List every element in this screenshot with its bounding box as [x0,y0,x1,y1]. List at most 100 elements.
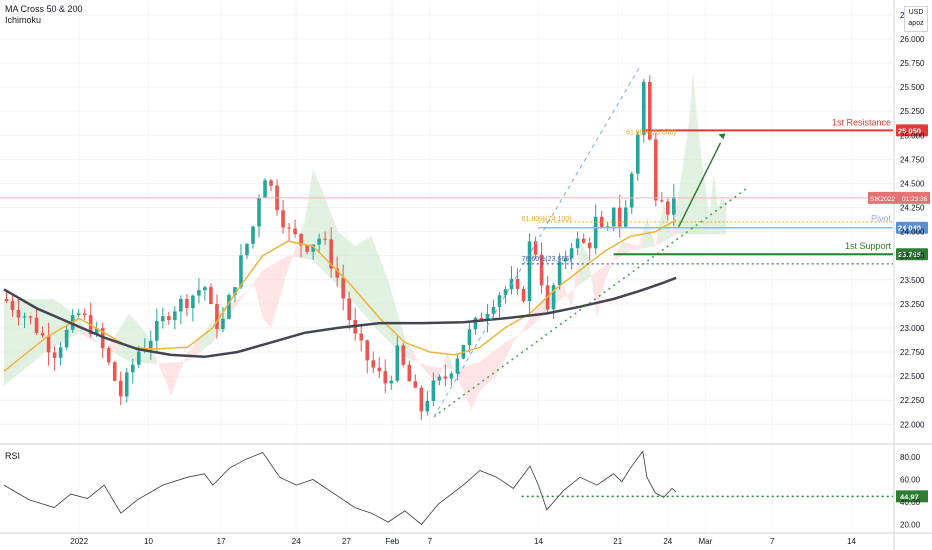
ichimoku-cloud-segment [676,183,681,235]
candle-bullish [155,321,159,341]
candle-bullish [233,287,237,296]
candle-bearish [209,287,213,305]
ichimoku-cloud-segment [575,241,581,288]
ichimoku-cloud-segment [663,202,668,242]
price-tick-label: 25.750 [900,59,925,68]
ichimoku-cloud-segment [488,352,493,384]
ichimoku-cloud-segment [196,337,201,356]
ichimoku-cloud-segment [371,236,376,328]
ichimoku-cloud-segment [555,286,560,304]
ichimoku-cloud-segment [592,271,597,319]
price-tick-label: 23.250 [900,300,925,309]
candle-bearish [82,313,87,316]
rsi-pane: 44.97 [3,450,928,525]
ichimoku-cloud-segment [367,236,372,324]
candle-bullish [161,316,165,322]
time-tick-label: 24 [663,537,672,546]
candle-bullish [239,255,243,288]
candle-bullish [179,298,183,312]
pivot-price-tag-bg [896,221,928,234]
ichimoku-cloud-segment [16,299,21,376]
currency-unit: apoz [908,20,924,27]
ichimoku-cloud-segment [571,274,576,309]
ichimoku-cloud-segment [49,299,55,350]
price-tick-label: 24.250 [900,204,925,213]
fib-projection-line [433,65,641,417]
candle-bearish [281,210,285,228]
time-tick-label: 7 [428,537,433,546]
currency-selector[interactable]: USD apoz [904,6,928,32]
ichimoku-cloud-segment [237,295,242,304]
candle-bearish [347,298,351,320]
ichimoku-cloud-segment [596,268,602,319]
ichimoku-cloud-segment [525,318,531,331]
candle-bullish [203,287,207,291]
candle-bearish [28,316,33,318]
fib-618-upper-label: 61.80%(25.040) [626,129,676,136]
ichimoku-cloud-segment [204,326,209,349]
price-tick-label: 22.750 [900,348,925,357]
candle-bullish [64,329,69,348]
pivot-price-tag: 24.040 [898,224,921,233]
candle-bearish [299,234,303,246]
ichimoku-cloud-segment [496,345,501,377]
ichimoku-cloud-segment [425,364,430,377]
legend-ma-cross[interactable]: MA Cross 50 & 200 [5,4,83,14]
candle-bearish [443,376,448,379]
ichimoku-cloud-segment [20,299,25,373]
candle-bullish [431,380,436,401]
candle-bullish [672,197,676,215]
candle-bullish [311,244,315,252]
candle-bearish [215,304,219,330]
candle-bullish [455,358,460,374]
ichimoku-cloud-segment [701,154,706,235]
ichimoku-cloud-segment [162,362,167,385]
ichimoku-cloud-segment [120,319,126,360]
candle-bearish [305,245,309,252]
rsi-value-tag: 44.97 [900,492,919,501]
rsi-indicator-label[interactable]: RSI [5,451,21,461]
candle-bearish [52,352,57,358]
time-tick-label: 24 [292,537,301,546]
ichimoku-cloud-segment [605,262,610,280]
ichimoku-cloud-segment [630,243,635,251]
candle-bullish [449,373,454,379]
currency-code: USD [908,9,924,16]
ichimoku-cloud-segment [588,255,593,287]
candle-bearish [581,238,586,243]
ichimoku-cloud-segment [12,299,17,380]
projection-arrow-line [678,142,722,228]
candle-bullish [257,198,261,227]
candle-bullish [605,226,610,228]
ichimoku-cloud-segment [500,342,505,368]
ichimoku-cloud-segment [509,337,514,351]
candle-bearish [118,380,123,397]
resistance-price-tag-bg [896,124,928,137]
candle-bearish [16,310,21,318]
candle-bullish [641,81,646,135]
candle-bullish [22,316,27,318]
ichimoku-cloud-segment [521,324,526,333]
candle-bearish [329,239,333,269]
ichimoku-cloud-segment [379,258,384,337]
ichimoku-cloud-segment [208,320,213,346]
axes: 26.25026.00025.75025.50025.25025.00024.7… [70,11,925,546]
support-label: 1st Support [845,241,892,251]
ichimoku-cloud-segment [8,299,13,383]
ichimoku-cloud-segment [58,302,63,345]
ichimoku-cloud-segment [287,255,293,271]
candle-bullish [491,306,496,314]
projection-arrowhead [718,133,726,140]
ichimoku-cloud-segment [375,247,380,333]
candle-bearish [666,201,670,215]
ma200-line [3,276,677,359]
legend-ichimoku[interactable]: Ichimoku [5,15,42,25]
candle-bullish [575,238,580,249]
candle-bearish [371,360,376,368]
price-tick-label: 25.000 [900,131,925,140]
candle-bullish [389,380,394,384]
candle-bearish [167,316,171,321]
candle-bullish [221,318,225,330]
